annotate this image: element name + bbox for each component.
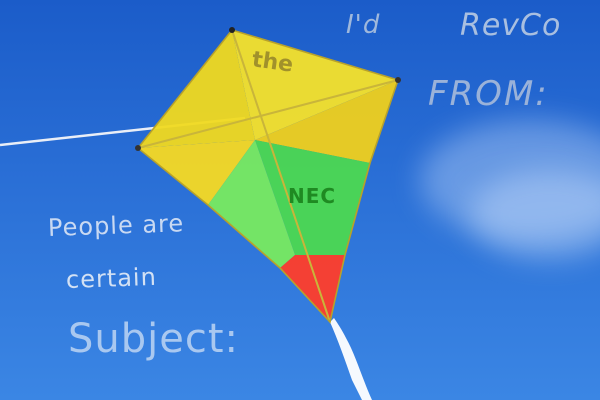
kite-left-tip	[135, 145, 141, 151]
kite-panel-yellow-right	[255, 80, 398, 163]
overlay-text-subject: Subject:	[68, 316, 240, 362]
kite-spine	[231, 29, 331, 323]
kite-tip	[229, 27, 235, 33]
kite-panel-red	[280, 255, 345, 322]
cloud	[470, 170, 600, 260]
overlay-text-revco: RevCo	[460, 8, 562, 43]
kite-panel-yellow-lower	[138, 140, 255, 205]
kite-panel-green-left	[208, 140, 295, 268]
kite-crossbar	[137, 79, 399, 149]
overlay-text-id: I'd	[346, 10, 381, 40]
overlay-text-certain: certain	[65, 262, 158, 294]
overlay-text-people: People are	[47, 209, 185, 242]
kite-panel-green-right	[255, 140, 370, 255]
kite-right-tip	[395, 77, 401, 83]
cloud	[420, 120, 600, 240]
kite-tail	[330, 318, 372, 400]
overlay-text-from: FROM:	[428, 74, 549, 114]
kite-panel-yellow-left	[138, 30, 255, 148]
kite-label-nec: NEC	[288, 184, 337, 208]
kite-outline	[136, 29, 400, 324]
